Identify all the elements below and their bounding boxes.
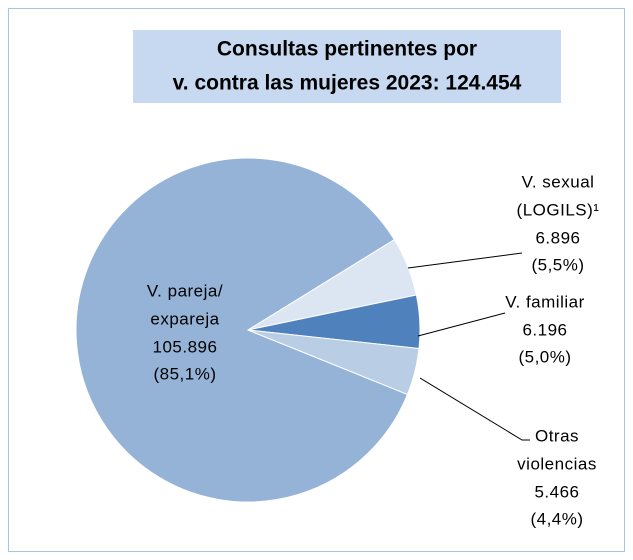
chart-title: v. contra las mujeres 2023: 124.454 xyxy=(173,72,522,95)
leader-line xyxy=(407,252,523,269)
pie-slice xyxy=(247,329,420,396)
percent-label: (5,0%) xyxy=(518,347,571,366)
percent-label: (85,1%) xyxy=(153,364,216,383)
slice-label: Otras xyxy=(535,426,579,445)
percent-label: (5,5%) xyxy=(531,255,584,274)
percent-label: (4,4%) xyxy=(530,509,583,528)
slice-label: expareja xyxy=(150,309,219,328)
slice-label: (LOGILS)¹ xyxy=(517,200,600,219)
slice-label: V. familiar xyxy=(505,292,585,311)
value-label: 6.896 xyxy=(535,228,580,247)
slice-label: violencias xyxy=(517,454,597,473)
slice-label: V. pareja/ xyxy=(147,281,223,300)
leader-line xyxy=(417,312,506,337)
slice-label: V. sexual xyxy=(522,172,595,191)
title-box xyxy=(133,30,561,103)
chart-title: Consultas pertinentes por xyxy=(217,38,477,61)
leader-line xyxy=(419,377,530,441)
value-label: 105.896 xyxy=(153,337,218,356)
pie-slice xyxy=(75,157,409,503)
value-label: 5.466 xyxy=(534,482,579,501)
value-label: 6.196 xyxy=(522,320,567,339)
